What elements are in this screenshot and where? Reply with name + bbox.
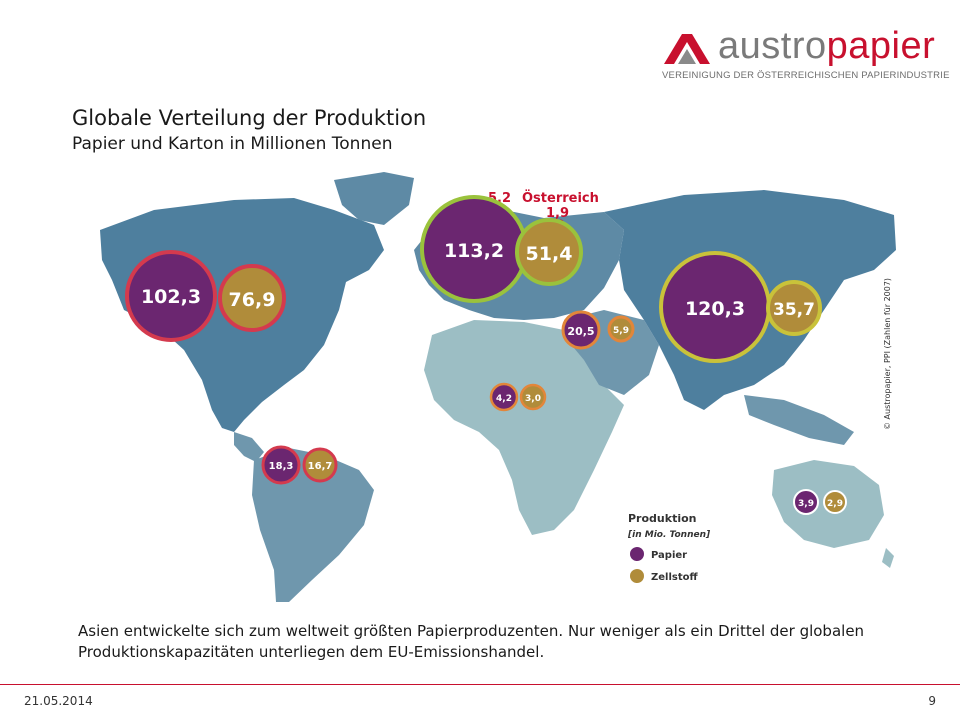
map-legend: Produktion [in Mio. Tonnen] Papier Zells… <box>627 512 711 583</box>
bubble-asia-zellstoff: 35,7 <box>766 280 822 336</box>
footer-date: 21.05.2014 <box>24 694 93 708</box>
world-map: © Austropapier, PPI (Zahlen für 2007) 5,… <box>84 170 900 608</box>
north-america-zellstoff-value: 76,9 <box>229 289 276 311</box>
oceania-papier-value: 3,9 <box>798 499 814 509</box>
bubble-asia-papier: 120,3 <box>659 251 771 363</box>
logo-word-austro: austro <box>718 25 827 67</box>
africa-papier-value: 4,2 <box>496 394 512 404</box>
legend-zellstoff-swatch <box>630 569 644 583</box>
africa-land <box>424 320 624 535</box>
bubble-north-america-papier: 102,3 <box>125 250 217 342</box>
legend-unit: [in Mio. Tonnen] <box>627 530 711 540</box>
slide-caption: Asien entwickelte sich zum weltweit größ… <box>78 622 865 661</box>
bubble-south-america-papier: 18,3 <box>261 445 301 485</box>
slide-subtitle: Papier und Karton in Millionen Tonnen <box>72 134 393 154</box>
southeast-asia-land <box>744 395 854 445</box>
greenland-land <box>334 172 414 225</box>
legend-papier-label: Papier <box>651 550 687 561</box>
south-america-land <box>252 448 374 602</box>
bubble-middle-east-papier: 20,5 <box>561 310 601 350</box>
bubble-north-america-zellstoff: 76,9 <box>218 264 286 332</box>
south-america-zellstoff-value: 16,7 <box>308 461 333 472</box>
bubble-south-america-zellstoff: 16,7 <box>302 447 338 483</box>
bubble-europe-zellstoff: 51,4 <box>515 218 583 286</box>
middle-east-zellstoff-value: 5,9 <box>613 326 629 336</box>
south-america-papier-value: 18,3 <box>269 461 294 472</box>
asia-zellstoff-value: 35,7 <box>773 300 815 320</box>
austria-label: Österreich <box>522 190 599 206</box>
austropapier-logo: austropapier VEREINIGUNG DER ÖSTERREICHI… <box>660 22 949 82</box>
bubble-africa-papier: 4,2 <box>489 382 519 412</box>
footer-divider <box>0 684 960 685</box>
africa-zellstoff-value: 3,0 <box>525 394 541 404</box>
north-america-papier-value: 102,3 <box>141 286 201 308</box>
world-map-svg: © Austropapier, PPI (Zahlen für 2007) 5,… <box>100 172 896 602</box>
footer-page-number: 9 <box>928 694 936 708</box>
map-copyright: © Austropapier, PPI (Zahlen für 2007) <box>883 278 892 430</box>
legend-zellstoff-label: Zellstoff <box>651 572 698 583</box>
slide-title: Globale Verteilung der Produktion <box>72 106 427 130</box>
bubble-oceania-zellstoff: 2,9 <box>823 490 847 514</box>
logo-word-papier: papier <box>826 25 936 67</box>
austria-zellstoff-value: 1,9 <box>546 206 569 221</box>
asia-papier-value: 120,3 <box>685 298 745 320</box>
bubble-africa-zellstoff: 3,0 <box>519 383 547 411</box>
logo-mark-icon <box>664 34 710 64</box>
legend-papier-swatch <box>630 547 644 561</box>
new-zealand-land <box>882 548 894 568</box>
oceania-zellstoff-value: 2,9 <box>827 499 843 509</box>
europe-zellstoff-value: 51,4 <box>526 243 573 265</box>
legend-title: Produktion <box>628 512 696 525</box>
middle-east-papier-value: 20,5 <box>567 325 594 338</box>
bubble-middle-east-zellstoff: 5,9 <box>607 315 635 343</box>
europe-papier-value: 113,2 <box>444 240 504 262</box>
bubble-oceania-papier: 3,9 <box>793 489 819 515</box>
central-america-land <box>234 432 264 462</box>
logo-subtitle: VEREINIGUNG DER ÖSTERREICHISCHEN PAPIERI… <box>662 70 950 81</box>
logo-wordmark: austropapier <box>718 24 935 68</box>
bubble-europe-papier: 113,2 <box>420 195 528 303</box>
